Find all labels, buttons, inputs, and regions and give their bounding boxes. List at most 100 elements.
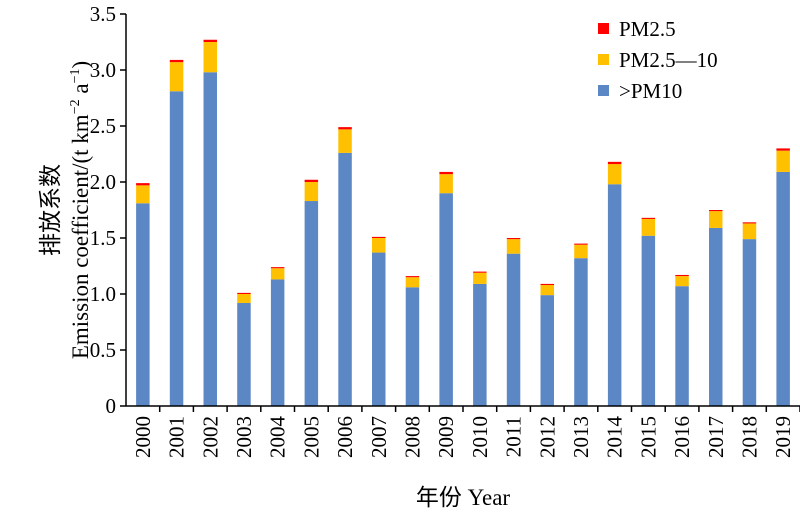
bar-segment (574, 258, 588, 406)
y-axis-title: 排放系数 (38, 164, 63, 256)
legend-swatch (598, 23, 609, 34)
y-ticks-layer: 0 0.5 1.0 1.5 2.0 2.5 3.0 3.5 (90, 2, 126, 418)
bar-segment (169, 91, 184, 406)
bar-segment (675, 286, 689, 406)
axes-layer (125, 14, 800, 407)
legend-swatch (598, 54, 609, 65)
bar-segment (473, 272, 487, 284)
x-tick-label: 2001 (165, 416, 189, 458)
bar-segment (742, 239, 757, 406)
x-tick-label: 2011 (502, 416, 526, 457)
legend-swatch (598, 85, 609, 96)
x-tick-label: 2007 (367, 416, 391, 458)
bar-segment (641, 217, 656, 219)
bar-segment (506, 253, 521, 406)
x-tick-label: 2005 (299, 416, 323, 458)
y-axis-title-sup-2: −1 (68, 69, 83, 84)
bar-segment (473, 283, 487, 406)
bar-segment (439, 193, 453, 406)
bar-segment (540, 285, 554, 296)
x-tick-label: 2017 (704, 416, 728, 458)
bar-segment (574, 243, 588, 245)
bar-segment (776, 150, 790, 172)
bar-segment (574, 244, 588, 259)
y-axis-title-en: Emission coefficient/(t km−2 a−1) (68, 61, 93, 359)
legend-label: PM2.5—10 (619, 48, 718, 72)
bar-segment (203, 42, 217, 73)
x-tick-label: 2009 (434, 416, 458, 458)
bar-segment (169, 62, 184, 92)
x-tick-label: 2002 (198, 416, 222, 458)
bar-segment (709, 227, 723, 406)
x-tick-label: 2018 (737, 416, 761, 458)
x-tick-label: 2008 (400, 416, 424, 458)
bar-segment (641, 235, 656, 406)
bar-segment (709, 210, 723, 212)
bar-segment (506, 238, 521, 240)
bar-segment (607, 161, 622, 165)
bar-segment (203, 72, 217, 407)
bar-segment (270, 268, 285, 280)
y-tick-label: 3.0 (90, 58, 116, 82)
bar-segment (338, 129, 352, 153)
bar-segment (473, 271, 487, 273)
y-tick-label: 0.5 (90, 338, 116, 362)
y-tick-label: 2.0 (90, 170, 116, 194)
bar-segment (203, 39, 217, 42)
bar-segment (405, 276, 420, 278)
bar-segment (304, 179, 319, 182)
bar-segment (372, 252, 386, 406)
y-tick-label: 0 (106, 394, 117, 418)
bar-segment (136, 183, 150, 186)
x-tick-label: 2003 (232, 416, 256, 458)
legend-label: >PM10 (619, 79, 682, 103)
bar-segment (776, 148, 790, 151)
x-tick-label: 2014 (603, 416, 627, 459)
bar-segment (270, 279, 285, 406)
x-tick-label: 2006 (333, 416, 357, 458)
x-tick-label: 2019 (771, 416, 795, 458)
bar-segment (540, 295, 554, 406)
bar-segment (607, 164, 622, 185)
bars-layer (136, 39, 790, 407)
y-tick-label: 1.5 (90, 226, 116, 250)
bar-segment (709, 211, 723, 228)
y-axis-title-cn: 排放系数 (38, 164, 63, 256)
bar-segment (237, 292, 251, 294)
y-tick-label: 2.5 (90, 114, 116, 138)
bar-segment (372, 238, 386, 253)
bar-segment (270, 267, 285, 269)
bar-segment (675, 276, 689, 287)
bar-segment (304, 182, 319, 202)
bar-segment (304, 201, 319, 406)
bar-segment (169, 59, 184, 63)
x-tick-label: 2015 (636, 416, 660, 458)
bar-segment (237, 302, 251, 406)
bar-segment (506, 239, 521, 254)
bar-segment (540, 283, 554, 286)
x-tick-label: 2000 (131, 416, 155, 458)
bar-segment (372, 236, 386, 238)
x-ticks-layer: 2000 2001 2002 2003 2004 2005 2006 2007 2008 2009… (131, 406, 800, 458)
x-tick-label: 2004 (266, 416, 290, 459)
bar-segment (136, 185, 150, 204)
bar-segment (675, 274, 689, 277)
bar-segment (641, 218, 656, 236)
x-axis-title: 年份 Year (416, 485, 510, 510)
bar-segment (405, 277, 420, 288)
bar-segment (237, 294, 251, 303)
x-tick-label: 2010 (468, 416, 492, 458)
bar-segment (776, 171, 790, 406)
y-tick-label: 1.0 (90, 282, 116, 306)
y-axis-title-en-main: Emission coefficient/(t km (68, 114, 93, 359)
y-tick-label: 3.5 (90, 2, 116, 26)
legend: PM2.5 PM2.5—10 >PM10 (598, 17, 718, 103)
bar-segment (742, 222, 757, 224)
bar-segment (338, 152, 352, 406)
x-tick-label: 2013 (569, 416, 593, 458)
y-axis-title-sup-1: −2 (68, 99, 83, 114)
bar-segment (607, 184, 622, 406)
bar-segment (405, 287, 420, 406)
bar-segment (338, 127, 352, 130)
